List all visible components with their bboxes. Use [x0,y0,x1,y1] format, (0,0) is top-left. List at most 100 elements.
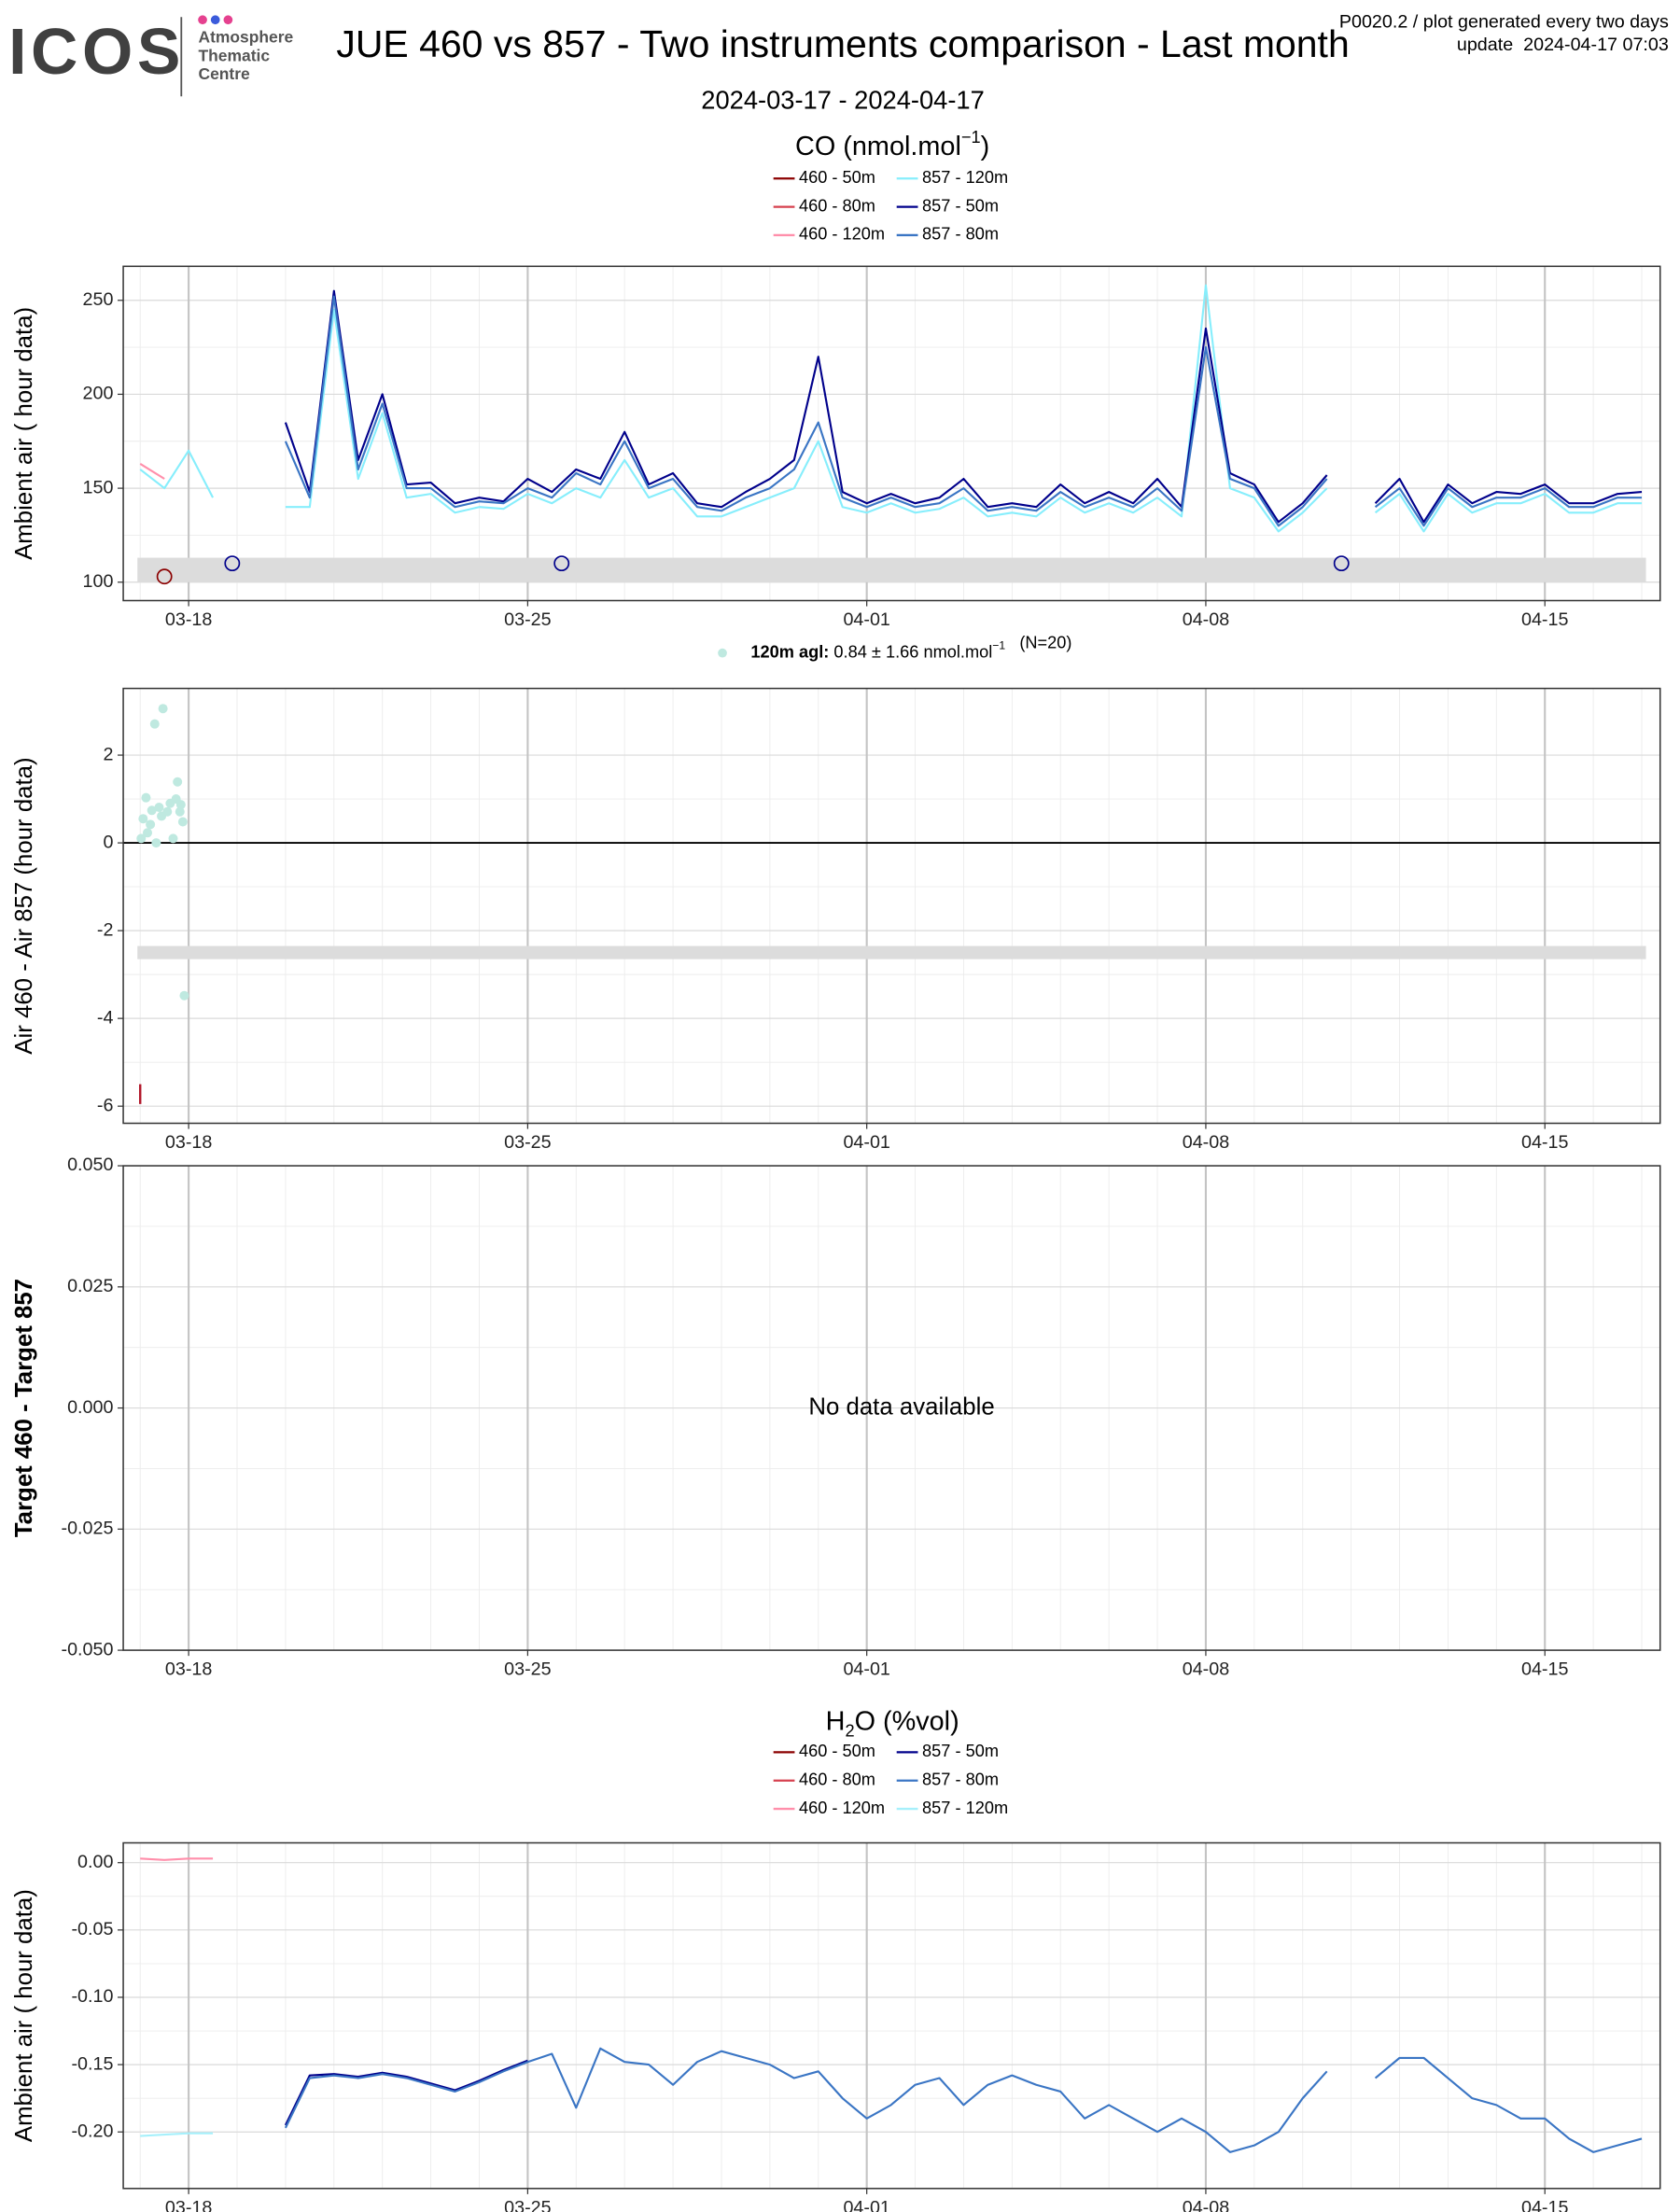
title-end: ) [981,131,990,161]
meta-line: P0020.2 / plot generated every two days [1339,11,1669,32]
x-tick-label: 04-01 [843,1132,889,1153]
scatter-point [141,792,151,803]
y-tick-label: -0.20 [71,2121,113,2141]
meta-line: update 2024-04-17 07:03 [1457,35,1669,55]
scatter-point [158,704,168,714]
x-tick-label: 03-18 [165,609,212,630]
plot-area [123,688,1660,1124]
x-tick-label: 04-15 [1521,2197,1568,2212]
scatter-point [165,798,175,808]
legend-label: 857 - 50m [922,1742,999,1760]
logo-dot [223,15,233,25]
series-line [140,1857,214,1861]
legend-label: 857 - 120m [922,1799,1008,1817]
legend-label: 460 - 120m [799,1799,885,1817]
y-tick-label: -0.025 [62,1519,114,1539]
flag-marker [1333,555,1350,572]
series-line [139,463,165,480]
title-text: H [826,1706,846,1736]
legend-label: 857 - 80m [922,225,999,244]
series-line [284,289,1643,524]
logo: ICOS Atmosphere Thematic Centre [8,15,294,97]
page-subtitle: 2024-03-17 - 2024-04-17 [701,85,985,114]
plot-border [122,1165,1661,1651]
scatter-point [154,802,164,813]
scatter-point [179,990,189,1001]
y-axis-label: Ambient air ( hour data) [11,1889,37,2142]
x-tick-label: 04-08 [1183,1132,1229,1153]
y-axis-label: Ambient air ( hour data) [11,307,37,560]
series-line [284,2047,1643,2153]
x-tick-label: 03-18 [165,1132,212,1153]
legend-stat: 0.84 ± 1.66 nmol.mol [833,642,992,661]
y-tick-label: -4 [97,1007,114,1028]
scatter-point [168,833,178,844]
flag-marker [224,555,241,572]
flag-marker [553,555,570,572]
plot-content [140,1857,1643,2153]
logo-line: Centre [198,64,250,83]
scatter-point [146,819,156,830]
legend-label: 460 - 50m [799,168,875,187]
y-tick-label: -0.05 [71,1919,113,1939]
scatter-point [147,805,157,816]
y-axis-label: Target 460 - Target 857 [11,1279,37,1537]
logo-dot [198,15,207,25]
x-tick-label: 04-15 [1521,609,1568,630]
x-tick-label: 03-18 [165,1659,212,1680]
y-tick-label: 200 [83,384,114,404]
y-tick-label: -0.050 [62,1639,114,1659]
x-tick-label: 04-01 [843,2197,889,2212]
y-tick-label: 250 [83,289,114,310]
legend-label: 120m agl: 0.84 ± 1.66 nmol.mol−1 (N=20) [750,633,1071,661]
x-tick-label: 03-25 [504,1132,551,1153]
series-line [284,2059,528,2126]
panel-title: CO (nmol.mol−1) [795,128,989,161]
series-line [140,2132,214,2137]
flag-marker [156,568,173,585]
title-sub: 2 [845,1721,854,1740]
legend-swatch [718,648,727,658]
legend-label: 460 - 50m [799,1742,875,1760]
panel: 120m agl: 0.84 ± 1.66 nmol.mol−1 (N=20) -… [11,633,1661,1153]
y-tick-label: -2 [97,919,114,940]
y-tick-label: 0.050 [67,1155,113,1175]
page-title: JUE 460 vs 857 - Two instruments compari… [336,22,1349,65]
y-tick-label: 0.00 [77,1852,113,1872]
scatter-point [157,811,167,821]
x-tick-label: 04-15 [1521,1659,1568,1680]
legend-key: 120m agl: [750,642,829,661]
y-tick-label: 100 [83,571,114,592]
scatter-point [151,838,161,848]
x-tick-label: 04-08 [1183,609,1229,630]
scatter-point [149,719,160,729]
legend-label: 460 - 80m [799,196,875,215]
x-tick-label: 04-08 [1183,1659,1229,1680]
series-line [284,295,1643,527]
x-tick-label: 04-01 [843,1659,889,1680]
x-tick-label: 04-01 [843,609,889,630]
scatter-point [175,800,186,810]
plot-border [122,1841,1661,2190]
series-line [139,284,1643,533]
title-end: O (%vol) [855,1706,959,1736]
title-text: CO (nmol.mol [795,131,961,161]
no-data-message: No data available [808,1393,994,1420]
reference-band [137,557,1646,582]
title-sup: −1 [961,128,981,147]
y-tick-label: 2 [103,744,113,764]
panel: H2O (%vol) 460 - 50m 460 - 80m 460 - 120m 85… [11,1706,1661,2212]
x-tick-label: 03-25 [504,609,551,630]
legend-label: 857 - 50m [922,196,999,215]
scatter-point [177,817,188,827]
x-tick-label: 03-18 [165,2197,212,2212]
x-tick-label: 03-25 [504,2197,551,2212]
plot-area [123,1842,1660,2189]
panel: CO (nmol.mol−1) 460 - 50m 460 - 80m 460 - 1… [11,128,1661,630]
x-tick-label: 04-08 [1183,2197,1229,2212]
plot-content [123,704,1660,1104]
legend-gap [1005,642,1019,661]
scatter-point [136,833,147,844]
